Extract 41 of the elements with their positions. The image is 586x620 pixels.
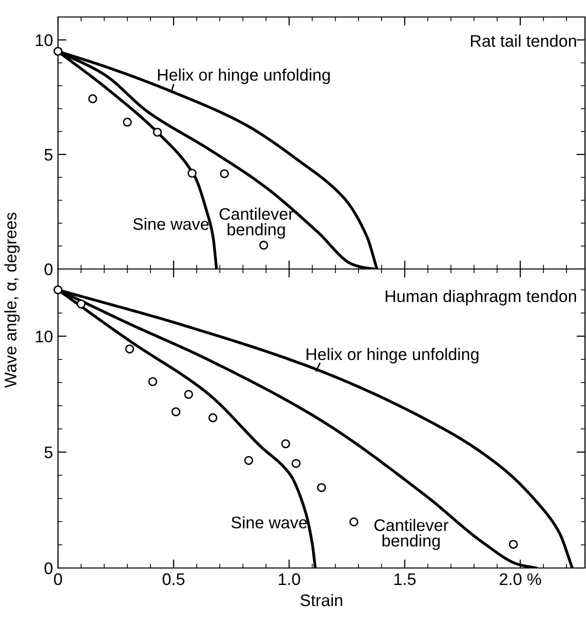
series-label: Cantilever bending: [220, 208, 294, 239]
point: [152, 128, 162, 137]
x-tick-label: 0.5: [162, 573, 184, 586]
y-tick-label: 10: [36, 330, 52, 342]
y-axis-title: Wave angle, α, degrees: [4, 212, 20, 388]
point: [54, 285, 62, 294]
series-label: Helix or hinge unfolding: [306, 348, 478, 364]
point: [292, 458, 301, 468]
y-tick-label: 0: [44, 263, 52, 276]
x-tick-label: 1.0: [278, 573, 300, 586]
point: [184, 390, 194, 399]
point: [76, 300, 86, 308]
point: [54, 46, 62, 56]
point: [122, 118, 132, 127]
point: [281, 439, 290, 448]
y-tick-label: 5: [44, 149, 52, 161]
point: [349, 517, 358, 526]
x-tick-label: 0: [54, 573, 62, 586]
point: [125, 344, 134, 354]
point: [88, 94, 98, 104]
series-label: Cantilever bending: [374, 518, 448, 550]
point: [148, 377, 158, 386]
x-tick-label: 2.0 %: [500, 573, 541, 586]
point: [508, 540, 518, 549]
text: Human diaphragm tendon: [386, 290, 576, 306]
x-tick-label: 1.5: [394, 573, 416, 586]
text: Rat tail tendon: [470, 34, 576, 47]
x-axis-title: Strain: [300, 594, 342, 606]
series-label: Helix or hinge unfolding: [158, 68, 330, 84]
point: [259, 240, 268, 250]
y-tick-label: 0: [44, 562, 52, 574]
series-label: Sine wave: [133, 218, 209, 230]
point: [188, 168, 197, 178]
y-tick-label: 5: [44, 446, 52, 458]
point: [244, 456, 254, 465]
point: [208, 413, 218, 422]
point: [317, 483, 326, 492]
point: [171, 407, 180, 416]
series-label: Sine wave: [231, 516, 307, 528]
y-tick-label: 10: [36, 34, 52, 46]
point: [220, 169, 229, 178]
